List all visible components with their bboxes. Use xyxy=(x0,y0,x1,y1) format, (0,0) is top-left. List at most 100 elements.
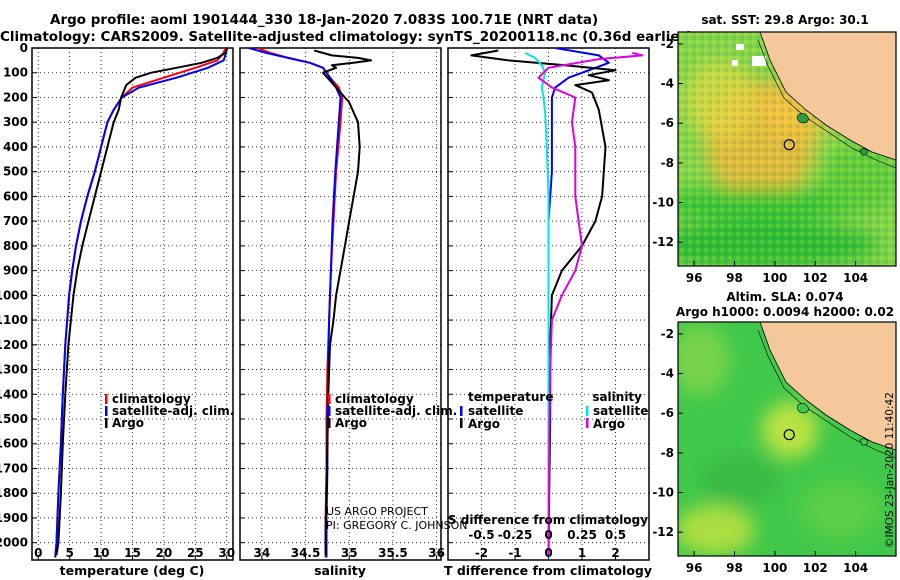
lon-tick-label: 104 xyxy=(843,561,868,575)
sumatra-land xyxy=(759,32,896,161)
temperature-x-ticks: 0 5 10 15 20 25 30 xyxy=(34,546,235,560)
lat-tick-label: -2 xyxy=(661,37,674,51)
temperature-x-label: temperature (deg C) xyxy=(60,563,205,578)
legend-label-satellite: satellite-adj. clim. xyxy=(335,404,457,418)
series-line-salinity-argo xyxy=(537,51,644,556)
lon-tick-label: 100 xyxy=(762,271,787,285)
legend-label-satellite: satellite-adj. clim. xyxy=(112,404,234,418)
legend-swatch-satellite xyxy=(328,406,331,416)
legend-label-t-argo: Argo xyxy=(468,417,500,431)
depth-tick-label: 1600 xyxy=(0,437,28,451)
legend-label-climatology: climatology xyxy=(112,392,191,406)
x-tick-label: 5 xyxy=(66,546,74,560)
sla-map-subtitle: Argo h1000: 0.0094 h2000: 0.02 xyxy=(676,305,894,319)
island xyxy=(859,148,869,156)
difference-legend-temperature: temperature satellite Argo xyxy=(460,390,553,431)
lat-tick-label: -4 xyxy=(661,77,674,91)
sumatra-land xyxy=(759,322,896,451)
sst-map-frame xyxy=(677,31,897,267)
legend-swatch-climatology xyxy=(105,394,108,404)
legend-heading-temperature: temperature xyxy=(468,390,553,404)
sst-map xyxy=(678,32,896,266)
depth-axis: 0 100 200 300 400 500 600 700 800 900 1000 1100 1200… xyxy=(0,41,28,550)
x-top-tick-label: 0 xyxy=(544,528,552,542)
island xyxy=(797,113,809,124)
lon-tick-label: 104 xyxy=(843,271,868,285)
x-tick-label: 15 xyxy=(124,546,141,560)
project-name: US ARGO PROJECT xyxy=(326,505,428,518)
x-tick-label: 2 xyxy=(611,546,619,560)
legend-swatch-t-argo xyxy=(460,418,463,428)
legend-swatch-climatology xyxy=(328,394,331,404)
lat-tick-label: -12 xyxy=(652,525,674,539)
lon-tick-label: 96 xyxy=(686,561,703,575)
lat-tick-label: -6 xyxy=(661,406,674,420)
missing-data-patch xyxy=(752,56,766,66)
x-top-tick-label: 0.5 xyxy=(605,528,626,542)
depth-tick-label: 1800 xyxy=(0,486,28,500)
depth-tick-label: 1900 xyxy=(0,511,28,525)
x-tick-label: 34.5 xyxy=(291,546,321,560)
depth-tick-label: 800 xyxy=(3,239,28,253)
project-pi: PI: GREGORY C. JOHNSON xyxy=(326,519,467,532)
x-top-tick-label: -0.5 xyxy=(468,528,494,542)
lat-tick-label: -6 xyxy=(661,116,674,130)
legend-label-argo: Argo xyxy=(335,416,367,430)
lat-tick-label: -10 xyxy=(652,486,674,500)
lon-tick-label: 100 xyxy=(762,561,787,575)
legend-swatch-argo xyxy=(105,418,108,428)
sla-map xyxy=(678,322,896,556)
s-difference-x-label: S difference from climatology xyxy=(448,513,648,527)
lon-tick-label: 102 xyxy=(803,561,828,575)
salinity-x-ticks: 34 34.5 35 35.5 36 xyxy=(253,546,444,560)
depth-tick-label: 1000 xyxy=(0,288,28,302)
depth-tick-label: 1200 xyxy=(0,338,28,352)
plot-title: Argo profile: aoml 1901444_330 18-Jan-20… xyxy=(50,12,599,28)
legend-label-s-satellite: satellite xyxy=(593,404,648,418)
depth-tick-label: 600 xyxy=(3,189,28,203)
imos-credit: ©IMOS 23-Jan-2020 11:40:42 xyxy=(884,392,896,548)
legend-label-t-satellite: satellite xyxy=(468,404,523,418)
sla-map-frame xyxy=(677,321,897,557)
legend-label-argo: Argo xyxy=(112,416,144,430)
plot-subtitle: Climatology: CARS2009. Satellite-adjuste… xyxy=(0,29,693,45)
lat-tick-label: -8 xyxy=(661,446,674,460)
missing-data-patch xyxy=(736,44,744,50)
series-line-argo xyxy=(55,48,229,556)
depth-tick-label: 300 xyxy=(3,115,28,129)
series-line-argo xyxy=(314,49,373,556)
lat-tick-label: -8 xyxy=(661,156,674,170)
sst-map-ticks: 96 98 100 102 104 -2 -4 -6 -8 -10 -12 xyxy=(652,37,868,285)
depth-tick-label: 400 xyxy=(3,140,28,154)
difference-legend-salinity: salinity satellite Argo xyxy=(586,390,648,431)
lon-tick-label: 98 xyxy=(726,561,743,575)
depth-tick-label: 1300 xyxy=(0,363,28,377)
lat-tick-label: -2 xyxy=(661,327,674,341)
salinity-x-label: salinity xyxy=(314,563,366,578)
x-top-tick-label: 0.25 xyxy=(567,528,597,542)
x-tick-label: 36 xyxy=(428,546,445,560)
depth-tick-label: 1700 xyxy=(0,461,28,475)
depth-tick-label: 1500 xyxy=(0,412,28,426)
legend-swatch-t-satellite xyxy=(460,406,463,416)
x-tick-label: 20 xyxy=(156,546,173,560)
x-tick-label: 0 xyxy=(544,546,552,560)
lat-tick-label: -12 xyxy=(652,235,674,249)
t-difference-x-label: T difference from climatology xyxy=(444,563,652,578)
legend-swatch-argo xyxy=(328,418,331,428)
temperature-series xyxy=(54,48,229,558)
temperature-legend: climatology satellite-adj. clim. Argo xyxy=(105,392,234,430)
legend-swatch-satellite xyxy=(105,406,108,416)
depth-tick-label: 1100 xyxy=(0,313,28,327)
depth-tick-label: 700 xyxy=(3,214,28,228)
x-top-tick-label: -0.25 xyxy=(498,528,533,542)
salinity-legend: climatology satellite-adj. clim. Argo xyxy=(328,392,457,430)
legend-swatch-s-satellite xyxy=(586,406,589,416)
lat-tick-label: -10 xyxy=(652,196,674,210)
x-tick-label: 35.5 xyxy=(378,546,408,560)
depth-tick-label: 0 xyxy=(20,41,28,55)
depth-tick-label: 2000 xyxy=(0,536,28,550)
x-tick-label: 10 xyxy=(93,546,110,560)
legend-swatch-s-argo xyxy=(586,418,589,428)
